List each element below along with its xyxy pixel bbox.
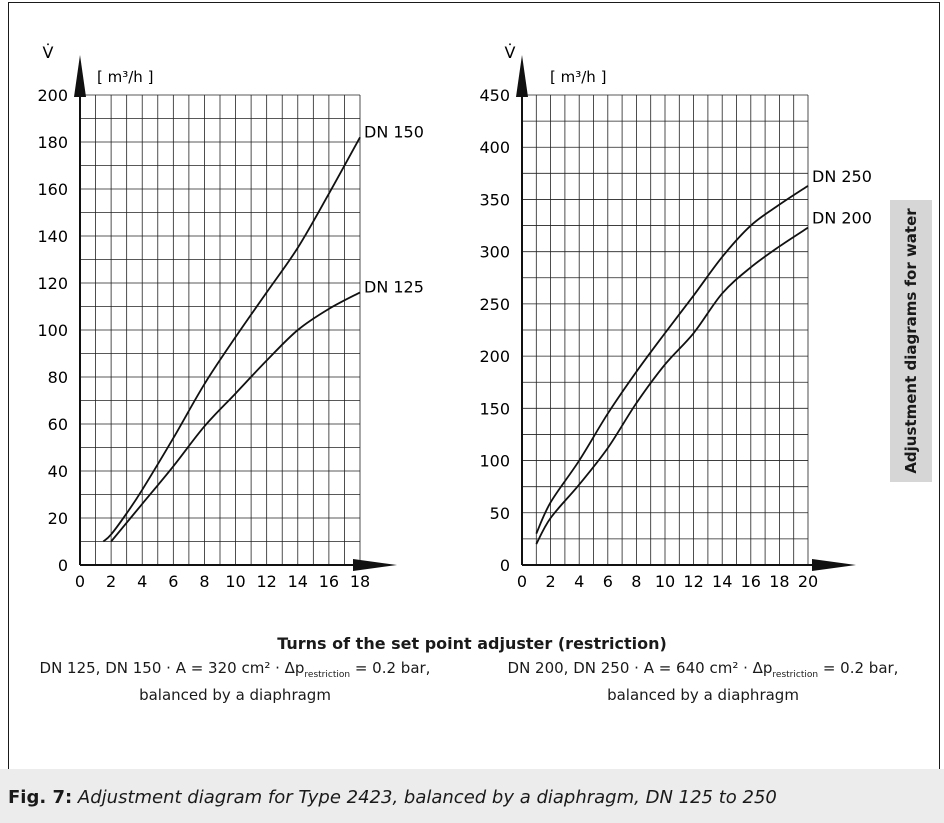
caption-label: Fig. 7: — [8, 787, 73, 808]
note-left-line1-sub: restriction — [304, 670, 351, 680]
y-tick-label: 400 — [479, 138, 510, 157]
note-left: DN 125, DN 150 · A = 320 cm² · Δprestric… — [10, 658, 460, 705]
y-tick-label: 250 — [479, 295, 510, 314]
note-right-line1-sub: restriction — [772, 670, 819, 680]
y-tick-label: 40 — [48, 462, 68, 481]
series-line-dn-200 — [535, 226, 809, 545]
note-right-line2: balanced by a diaphragm — [607, 686, 799, 704]
y-tick-label: 160 — [37, 180, 68, 199]
grid — [79, 94, 361, 566]
y-tick-label: 350 — [479, 190, 510, 209]
caption-text: Adjustment diagram for Type 2423, balanc… — [77, 787, 777, 808]
grid — [521, 94, 809, 566]
y-tick-label: 140 — [37, 227, 68, 246]
x-tick-label: 2 — [106, 572, 116, 591]
y-tick-label: 20 — [48, 509, 68, 528]
y-tick-label: 300 — [479, 243, 510, 262]
x-tick-label: 14 — [288, 572, 308, 591]
figure-caption: Fig. 7: Adjustment diagram for Type 2423… — [8, 787, 777, 808]
series-line-dn-150 — [102, 136, 361, 543]
x-tick-label: 6 — [603, 572, 613, 591]
note-right-line1-post: = 0.2 bar, — [818, 659, 899, 677]
y-tick-label: 150 — [479, 399, 510, 418]
x-tick-label: 16 — [741, 572, 761, 591]
x-axis-arrow — [812, 559, 856, 571]
x-tick-label: 14 — [712, 572, 732, 591]
y-axis-arrow — [74, 55, 86, 97]
x-tick-label: 0 — [517, 572, 527, 591]
y-axis-label: V̇ — [43, 43, 54, 62]
x-tick-label: 8 — [631, 572, 641, 591]
x-tick-label: 18 — [350, 572, 370, 591]
note-left-line2: balanced by a diaphragm — [139, 686, 331, 704]
y-tick-label: 80 — [48, 368, 68, 387]
note-right-line1-pre: DN 200, DN 250 · A = 640 cm² · Δp — [507, 659, 773, 677]
x-axis-arrow — [353, 559, 397, 571]
x-tick-label: 4 — [137, 572, 147, 591]
x-tick-label: 16 — [319, 572, 339, 591]
x-tick-label: 0 — [75, 572, 85, 591]
y-tick-label: 200 — [37, 86, 68, 105]
y-tick-label: 450 — [479, 86, 510, 105]
chart-left: V̇[ m³/h ]0 2 4 6 8 10 12 14 16 18020406080100120… — [37, 43, 423, 591]
y-axis-unit: [ m³/h ] — [550, 68, 606, 86]
x-tick-label: 4 — [574, 572, 584, 591]
x-tick-label: 2 — [546, 572, 556, 591]
y-axis-label: V̇ — [505, 43, 516, 62]
x-tick-label: 6 — [168, 572, 178, 591]
y-tick-label: 100 — [479, 452, 510, 471]
y-tick-label: 100 — [37, 321, 68, 340]
y-tick-label: 60 — [48, 415, 68, 434]
series-label: DN 200 — [812, 209, 872, 228]
side-tab — [890, 200, 932, 482]
y-tick-label: 0 — [500, 556, 510, 575]
y-axis-arrow — [516, 55, 528, 97]
series-label: DN 250 — [812, 167, 872, 186]
x-tick-label: 10 — [655, 572, 675, 591]
y-tick-label: 180 — [37, 133, 68, 152]
series-line-dn-125 — [110, 291, 361, 543]
series-label: DN 125 — [364, 277, 424, 296]
x-tick-label: 18 — [769, 572, 789, 591]
note-right: DN 200, DN 250 · A = 640 cm² · Δprestric… — [478, 658, 928, 705]
chart-right: V̇[ m³/h ]0 2 4 6 8 10 12 14 16 18 200501001502002… — [479, 43, 871, 591]
x-tick-label: 10 — [225, 572, 245, 591]
y-tick-label: 200 — [479, 347, 510, 366]
x-axis-title: Turns of the set point adjuster (restric… — [277, 634, 667, 653]
note-left-line1-pre: DN 125, DN 150 · A = 320 cm² · Δp — [39, 659, 305, 677]
y-axis-unit: [ m³/h ] — [97, 68, 153, 86]
y-tick-label: 50 — [490, 504, 510, 523]
side-label: Adjustment diagrams for water — [902, 208, 920, 474]
x-tick-label: 12 — [256, 572, 276, 591]
y-tick-label: 120 — [37, 274, 68, 293]
x-tick-label: 20 — [798, 572, 818, 591]
note-left-line1-post: = 0.2 bar, — [350, 659, 431, 677]
x-tick-label: 12 — [683, 572, 703, 591]
caption-bar — [0, 769, 944, 823]
y-tick-label: 0 — [58, 556, 68, 575]
series-label: DN 150 — [364, 122, 424, 141]
series-line-dn-250 — [535, 185, 809, 535]
figure-frame — [8, 2, 940, 800]
x-tick-label: 8 — [199, 572, 209, 591]
